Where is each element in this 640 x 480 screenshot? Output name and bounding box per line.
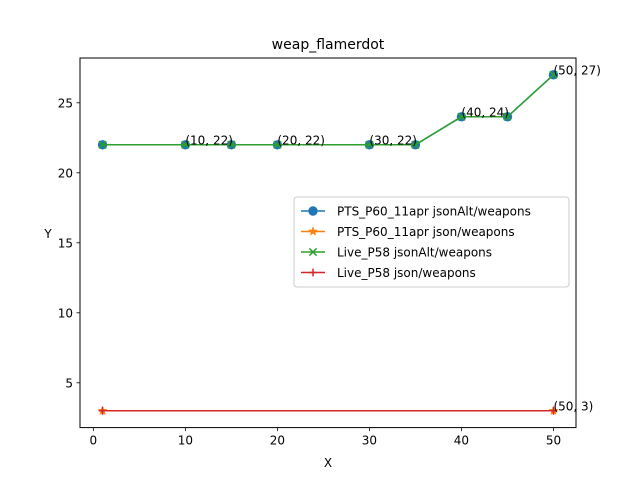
legend-label: PTS_P60_11apr jsonAlt/weapons [337, 205, 531, 219]
data-point-marker [549, 406, 558, 415]
data-label: (20, 22) [277, 133, 325, 147]
x-tick-label: 40 [454, 434, 469, 448]
y-axis-label: Y [43, 227, 52, 241]
legend-item: PTS_P60_11apr json/weapons [301, 225, 515, 239]
legend-box [293, 196, 570, 288]
legend-label: Live_P58 json/weapons [337, 266, 476, 280]
data-point-marker [308, 247, 318, 257]
data-point-marker [503, 112, 512, 121]
data-label: (40, 24) [461, 105, 509, 119]
x-tick-label: 30 [362, 434, 377, 448]
data-label: (10, 22) [185, 133, 233, 147]
data-point-marker [457, 112, 466, 121]
y-tick-label: 10 [58, 306, 73, 320]
data-label: (50, 3) [553, 399, 593, 413]
series-layer [97, 70, 559, 416]
legend: PTS_P60_11apr jsonAlt/weapons PTS_P60_11a… [293, 196, 570, 288]
data-point-marker [308, 206, 318, 216]
data-series [98, 406, 558, 415]
x-axis-label: X [324, 456, 332, 470]
x-axis: 0 10 20 30 40 50 [90, 427, 561, 448]
data-point-marker [307, 226, 319, 236]
data-point-marker [227, 140, 236, 149]
data-point-marker [365, 140, 374, 149]
data-point-marker [549, 70, 558, 79]
y-tick-label: 15 [58, 236, 73, 250]
legend-item: Live_P58 json/weapons [301, 266, 476, 280]
data-label: (30, 22) [369, 133, 417, 147]
data-label: (50, 27) [553, 63, 601, 77]
legend-item: Live_P58 jsonAlt/weapons [301, 246, 492, 260]
data-point-marker [181, 140, 190, 149]
chart-title: weap_flamerdot [272, 37, 385, 53]
x-tick-label: 0 [90, 434, 98, 448]
x-tick-label: 20 [270, 434, 285, 448]
legend-label: PTS_P60_11apr json/weapons [337, 225, 515, 239]
y-tick-label: 20 [58, 166, 73, 180]
data-point-marker [98, 140, 107, 149]
data-point-marker [273, 140, 282, 149]
y-tick-label: 5 [65, 376, 73, 390]
annotation-layer: (10, 22) (20, 22) (30, 22) (40, 24) (50, 27)… [185, 63, 601, 413]
x-tick-label: 50 [546, 434, 561, 448]
data-series [98, 70, 558, 149]
data-point-marker [411, 140, 420, 149]
legend-item: PTS_P60_11apr jsonAlt/weapons [301, 205, 531, 219]
x-tick-label: 10 [178, 434, 193, 448]
y-tick-label: 25 [58, 96, 73, 110]
y-axis: 5 10 15 20 25 [58, 96, 80, 390]
data-point-marker [309, 268, 317, 277]
data-point-marker [98, 406, 107, 415]
legend-label: Live_P58 jsonAlt/weapons [337, 246, 492, 260]
